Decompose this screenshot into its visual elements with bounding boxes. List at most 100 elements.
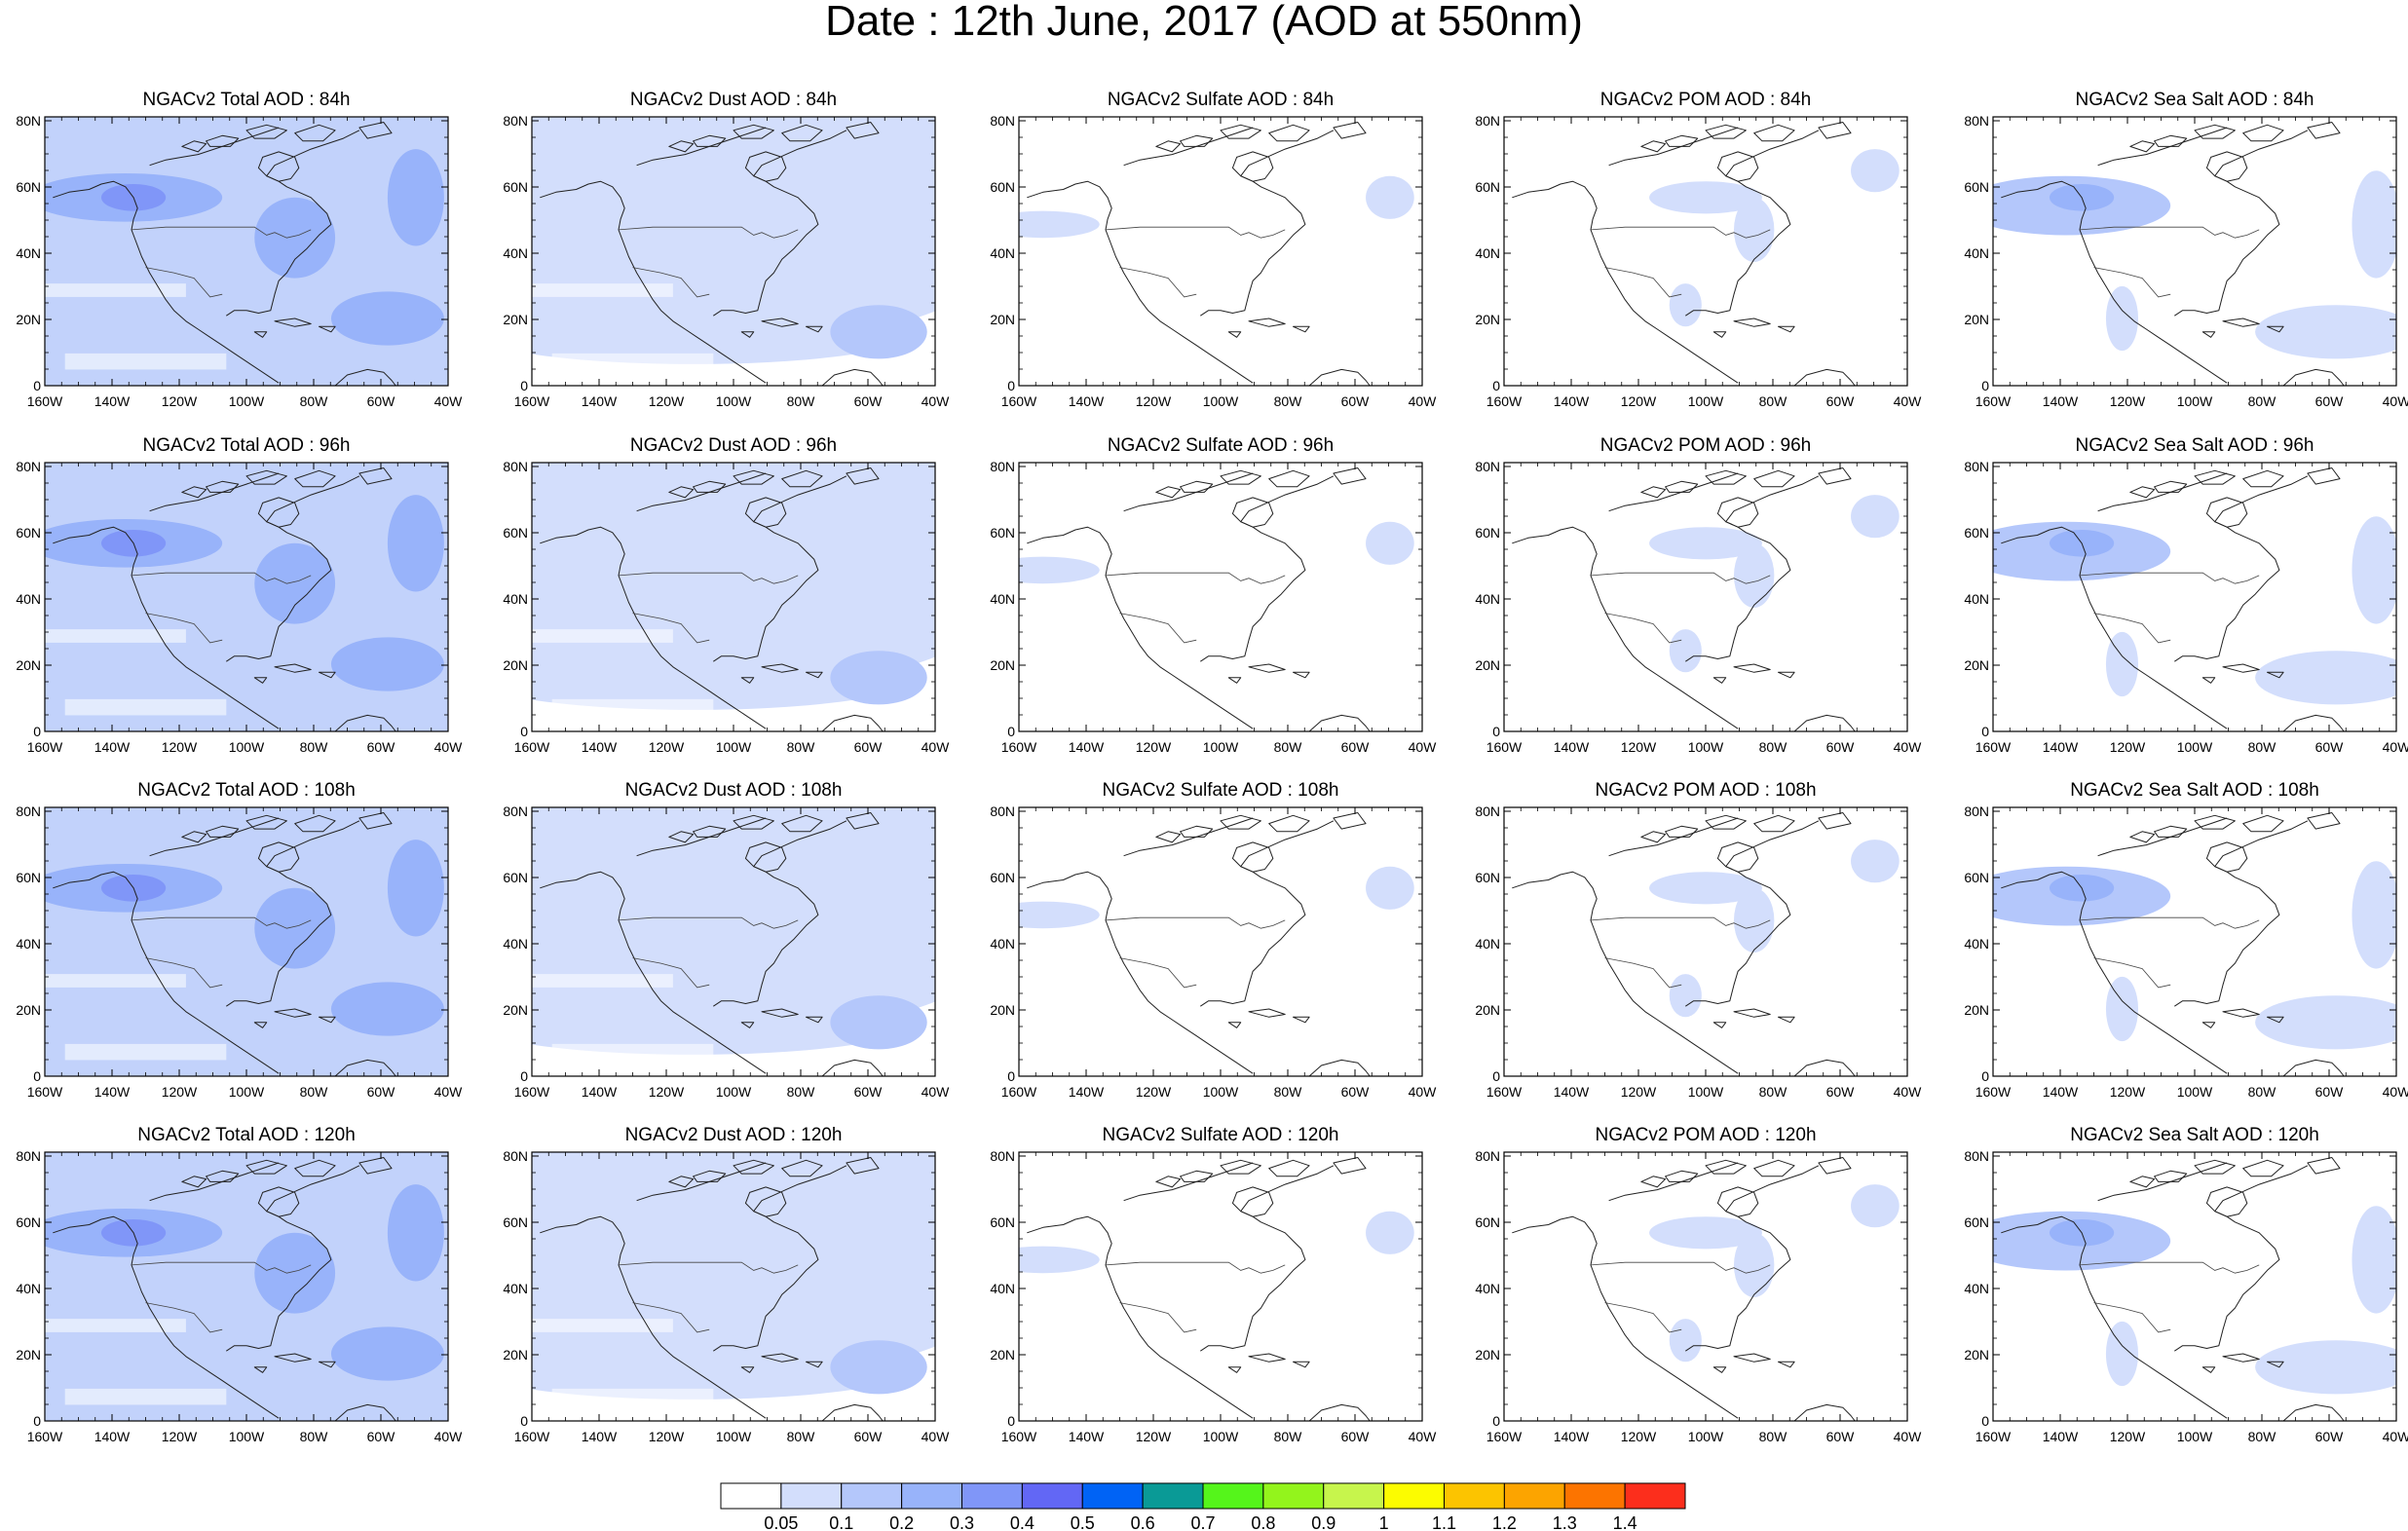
hudson-bay <box>2205 497 2248 528</box>
lon-tick-label: 60W <box>1341 739 1371 755</box>
island <box>2267 671 2284 679</box>
island <box>1227 677 1242 684</box>
colorbar-swatch <box>720 1482 782 1510</box>
lon-tick-label: 120W <box>162 739 198 755</box>
island <box>1248 1008 1286 1018</box>
aod-blob <box>1366 175 1414 219</box>
aod-blob <box>1649 872 1762 905</box>
colorbar-swatch <box>1563 1482 1626 1510</box>
island <box>274 1008 312 1018</box>
lat-tick-label: 0 <box>520 724 528 739</box>
aod-field <box>1993 170 2396 359</box>
clear-streak <box>45 629 186 643</box>
lon-tick-label: 100W <box>716 1084 752 1100</box>
lon-tick-label: 120W <box>649 1084 685 1100</box>
coastline <box>334 1059 396 1076</box>
aod-blob <box>532 299 916 364</box>
us-mexico-border <box>2093 957 2171 989</box>
lat-tick-label: 40N <box>503 1281 528 1296</box>
map-svg: 0 20N 40N 60N 80N 160W 140W 120W 100W 80W 60W 40W <box>1964 459 2408 755</box>
island <box>358 1157 393 1175</box>
lon-tick-label: 80W <box>1759 739 1788 755</box>
coastline <box>1200 1165 1335 1352</box>
lon-tick-label: 100W <box>2177 739 2213 755</box>
colorbar-label: 0.8 <box>1251 1513 1275 1531</box>
coastline <box>1027 180 1254 384</box>
coastline <box>2282 1403 2345 1421</box>
lon-tick-label: 100W <box>1688 739 1724 755</box>
island <box>1753 814 1795 833</box>
aod-blob <box>2352 170 2396 279</box>
map-svg: 0 20N 40N 60N 80N 160W 140W 120W 100W 80W 60W 40W <box>1964 113 2408 409</box>
lon-tick-label: 100W <box>229 739 265 755</box>
colorbar-swatch <box>1624 1482 1686 1510</box>
coastlines <box>2001 812 2345 1076</box>
lat-tick-label: 20N <box>1475 1347 1500 1363</box>
lat-tick-label: 80N <box>1964 803 1989 819</box>
lon-tick-label: 40W <box>434 739 464 755</box>
coastline <box>1123 1162 1254 1202</box>
us-mexico-border <box>632 613 710 644</box>
lon-tick-label: 160W <box>1001 739 1037 755</box>
lat-tick-label: 0 <box>1492 1413 1500 1429</box>
clear-streak <box>64 353 227 370</box>
lat-tick-label: 40N <box>1475 245 1500 261</box>
map-svg: 0 20N 40N 60N 80N 160W 140W 120W 100W 80W 60W 40W <box>16 803 463 1100</box>
aod-blob <box>1649 527 1762 560</box>
island <box>1818 122 1852 139</box>
aod-blob <box>1366 866 1414 910</box>
lat-tick-label: 40N <box>1964 936 1989 952</box>
island <box>693 134 727 147</box>
lat-tick-label: 60N <box>1964 525 1989 541</box>
lon-tick-label: 160W <box>514 739 550 755</box>
island <box>761 663 799 673</box>
map-svg: 0 20N 40N 60N 80N 160W 140W 120W 100W 80W 60W 40W <box>990 803 1437 1100</box>
island <box>253 1022 268 1028</box>
lon-tick-label: 80W <box>2248 1084 2277 1100</box>
aod-blob <box>2352 861 2396 969</box>
lon-tick-label: 40W <box>1894 739 1923 755</box>
aod-blob <box>2255 305 2396 359</box>
coastline <box>2097 127 2228 167</box>
island <box>319 325 336 333</box>
island <box>781 124 823 142</box>
lon-tick-label: 60W <box>2315 393 2345 409</box>
colorbar-swatch <box>1142 1482 1204 1510</box>
lon-tick-label: 60W <box>367 739 396 755</box>
map-background <box>1019 807 1422 1076</box>
lon-tick-label: 140W <box>2043 1429 2079 1444</box>
island <box>206 1170 240 1182</box>
map-panel-total-0: NGACv2 Total AOD : 84h 0 20N 40N 60N 80N 160W 1… <box>2 90 463 411</box>
island <box>2129 1176 2156 1188</box>
lat-tick-label: 80N <box>503 1148 528 1164</box>
us-mexico-border <box>145 267 223 298</box>
lat-tick-label: 40N <box>990 936 1015 952</box>
us-canada-border <box>1105 1261 1286 1274</box>
island <box>1640 831 1667 843</box>
lon-tick-label: 60W <box>1341 1084 1371 1100</box>
lon-tick-label: 160W <box>1001 393 1037 409</box>
lon-tick-label: 140W <box>2043 393 2079 409</box>
us-mexico-border <box>1119 957 1197 989</box>
island <box>1293 1016 1310 1024</box>
panel-title: NGACv2 Sea Salt AOD : 120h <box>2070 1125 2319 1145</box>
lon-tick-label: 80W <box>787 739 816 755</box>
lat-tick-label: 60N <box>990 179 1015 195</box>
aod-blob <box>1649 1216 1762 1250</box>
lat-tick-label: 0 <box>1492 1068 1500 1084</box>
coastline <box>1793 714 1856 731</box>
us-mexico-border <box>1604 1302 1682 1333</box>
aod-field <box>532 807 935 1061</box>
us-canada-border <box>1590 1261 1771 1274</box>
island <box>1712 331 1727 338</box>
island <box>319 671 336 679</box>
aod-field <box>1649 1184 1900 1363</box>
lat-tick-label: 20N <box>1964 657 1989 673</box>
coastline <box>1685 1165 1820 1352</box>
lat-tick-label: 20N <box>503 1002 528 1018</box>
lon-tick-label: 80W <box>1274 393 1303 409</box>
lon-tick-label: 40W <box>1409 1084 1438 1100</box>
map-background <box>1504 117 1907 386</box>
hudson-bay <box>1231 841 1274 873</box>
lon-tick-label: 40W <box>2383 1429 2408 1444</box>
